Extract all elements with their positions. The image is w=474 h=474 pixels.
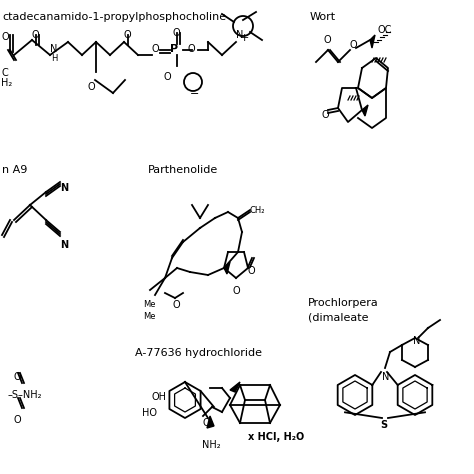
Text: O: O	[203, 418, 210, 428]
Text: H₂: H₂	[1, 78, 12, 88]
Text: O: O	[124, 30, 132, 40]
Text: NH₂: NH₂	[202, 440, 220, 450]
Text: N: N	[50, 44, 57, 54]
Text: P: P	[170, 44, 178, 54]
Text: N: N	[413, 336, 420, 346]
Text: O: O	[188, 44, 196, 54]
Text: n A9: n A9	[2, 165, 27, 175]
Text: O: O	[14, 415, 22, 425]
Text: S: S	[380, 420, 387, 430]
Text: N: N	[236, 30, 243, 40]
Text: O: O	[322, 110, 329, 120]
Text: O: O	[152, 44, 160, 54]
Text: O: O	[14, 372, 22, 382]
Text: O: O	[173, 300, 181, 310]
Text: O: O	[173, 28, 181, 38]
Text: Me: Me	[143, 300, 155, 309]
Text: Parthenolide: Parthenolide	[148, 165, 218, 175]
Text: O: O	[88, 82, 96, 92]
Polygon shape	[362, 105, 368, 116]
Text: C: C	[1, 68, 8, 78]
Text: Prochlorpera: Prochlorpera	[308, 298, 379, 308]
Text: O: O	[1, 32, 9, 42]
Text: O: O	[324, 35, 332, 45]
Polygon shape	[207, 416, 214, 428]
Text: H: H	[51, 54, 57, 63]
Text: HO: HO	[142, 408, 157, 418]
Text: ctadecanamido-1-propylphosphocholine: ctadecanamido-1-propylphosphocholine	[2, 12, 226, 22]
Text: O: O	[164, 72, 172, 82]
Text: N: N	[60, 240, 68, 250]
Text: A-77636 hydrochloride: A-77636 hydrochloride	[135, 348, 262, 358]
Text: O: O	[350, 40, 357, 50]
Text: CH₂: CH₂	[250, 206, 265, 215]
Text: –S–NH₂: –S–NH₂	[8, 390, 43, 400]
Text: (dimaleate: (dimaleate	[308, 312, 368, 322]
Polygon shape	[230, 382, 240, 392]
Text: x HCl, H₂O: x HCl, H₂O	[248, 432, 304, 442]
Text: +: +	[240, 33, 249, 43]
Text: N: N	[382, 372, 389, 382]
Text: O: O	[248, 266, 255, 276]
Text: OC: OC	[378, 25, 392, 35]
Text: −: −	[190, 89, 200, 99]
Polygon shape	[224, 262, 230, 274]
Text: N: N	[60, 183, 68, 193]
Text: O: O	[233, 286, 241, 296]
Text: O: O	[32, 30, 40, 40]
Text: Wort: Wort	[310, 12, 336, 22]
Text: OH: OH	[152, 392, 167, 402]
Polygon shape	[370, 35, 375, 48]
Text: Me: Me	[143, 312, 155, 321]
